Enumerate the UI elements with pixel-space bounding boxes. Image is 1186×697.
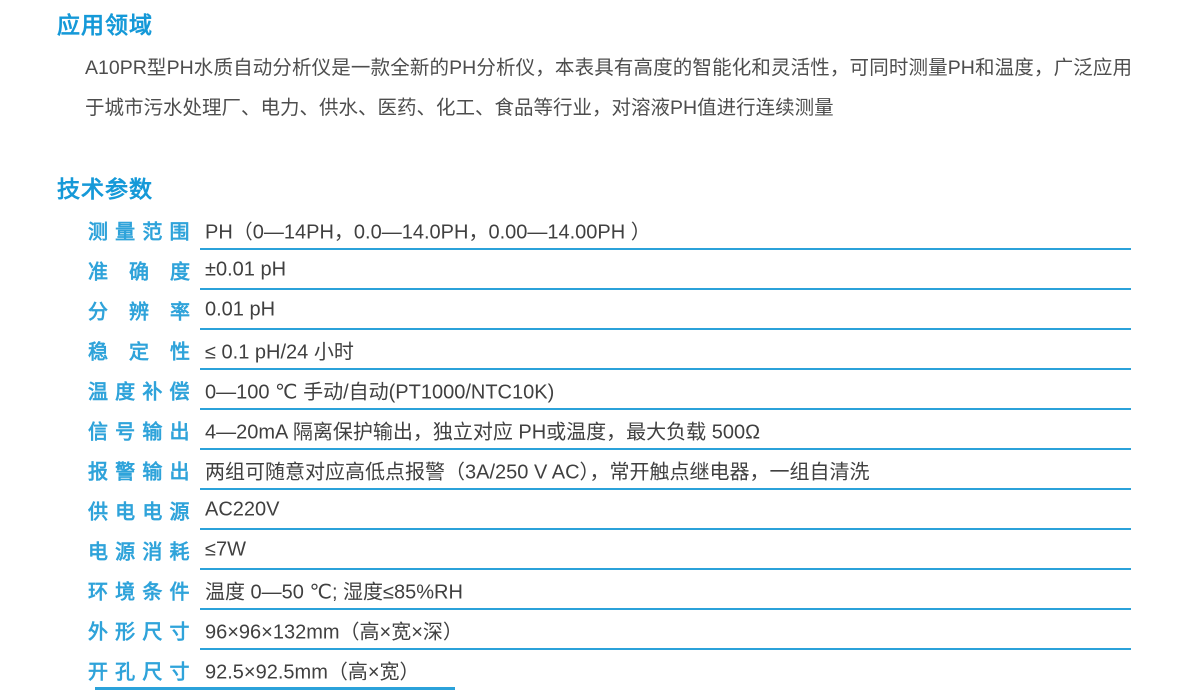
- spec-row-value: 温度 0—50 ℃; 湿度≤85%RH: [205, 581, 463, 604]
- spec-row-value: ≤ 0.1 pH/24 小时: [205, 341, 354, 364]
- spec-row-label: 稳定性: [88, 341, 190, 364]
- row-divider-line: [95, 687, 455, 690]
- section-title-technical-parameters: 技术参数: [57, 176, 153, 202]
- spec-row-value: ≤7W: [205, 538, 246, 561]
- spec-row-label: 温度补偿: [88, 381, 190, 404]
- spec-row-value: PH（0—14PH，0.0—14.0PH，0.00—14.00PH ）: [205, 221, 651, 244]
- row-divider-line: [200, 368, 1131, 370]
- spec-row-label: 分辨率: [88, 301, 190, 324]
- row-divider-line: [200, 288, 1131, 290]
- spec-table-row: 电源消耗 ≤7W: [0, 530, 1186, 570]
- spec-row-value: 两组可随意对应高低点报警（3A/250 V AC），常开触点继电器，一组自清洗: [205, 461, 870, 484]
- row-divider-line: [200, 408, 1131, 410]
- spec-row-value: AC220V: [205, 498, 280, 521]
- spec-row-label: 外形尺寸: [88, 621, 190, 644]
- row-divider-line: [200, 648, 1131, 650]
- spec-table: 测量范围 PH（0—14PH，0.0—14.0PH，0.00—14.00PH ）…: [0, 210, 1186, 690]
- spec-row-value: 0.01 pH: [205, 298, 276, 321]
- spec-row-label: 准确度: [88, 261, 190, 284]
- spec-row-label: 报警输出: [88, 461, 190, 484]
- spec-table-row: 外形尺寸 96×96×132mm（高×宽×深）: [0, 610, 1186, 650]
- spec-table-row: 供电电源 AC220V: [0, 490, 1186, 530]
- spec-row-value: 4—20mA 隔离保护输出，独立对应 PH或温度，最大负载 500Ω: [205, 421, 761, 444]
- spec-table-row: 环境条件 温度 0—50 ℃; 湿度≤85%RH: [0, 570, 1186, 610]
- spec-table-row: 信号输出 4—20mA 隔离保护输出，独立对应 PH或温度，最大负载 500Ω: [0, 410, 1186, 450]
- spec-table-row: 测量范围 PH（0—14PH，0.0—14.0PH，0.00—14.00PH ）: [0, 210, 1186, 250]
- spec-table-row: 开孔尺寸 92.5×92.5mm（高×宽）: [0, 650, 1186, 690]
- row-divider-line: [200, 528, 1131, 530]
- row-divider-line: [200, 488, 1131, 490]
- row-divider-line: [200, 248, 1131, 250]
- spec-row-label: 开孔尺寸: [88, 661, 190, 684]
- spec-table-row: 分辨率 0.01 pH: [0, 290, 1186, 330]
- spec-row-label: 测量范围: [88, 221, 190, 244]
- row-divider-line: [200, 568, 1131, 570]
- spec-table-row: 稳定性 ≤ 0.1 pH/24 小时: [0, 330, 1186, 370]
- spec-table-row: 报警输出 两组可随意对应高低点报警（3A/250 V AC），常开触点继电器，一…: [0, 450, 1186, 490]
- spec-row-value: 96×96×132mm（高×宽×深）: [205, 621, 463, 644]
- row-divider-line: [200, 328, 1131, 330]
- spec-row-value: 92.5×92.5mm（高×宽）: [205, 661, 420, 684]
- spec-row-value: ±0.01 pH: [205, 258, 287, 281]
- spec-table-row: 准确度 ±0.01 pH: [0, 250, 1186, 290]
- section-title-application: 应用领域: [57, 12, 153, 38]
- spec-row-label: 电源消耗: [88, 541, 190, 564]
- row-divider-line: [200, 608, 1131, 610]
- spec-row-label: 供电电源: [88, 501, 190, 524]
- spec-row-value: 0—100 ℃ 手动/自动(PT1000/NTC10K): [205, 381, 555, 404]
- spec-row-label: 信号输出: [88, 421, 190, 444]
- spec-row-label: 环境条件: [88, 581, 190, 604]
- row-divider-line: [200, 448, 1131, 450]
- spec-table-row: 温度补偿 0—100 ℃ 手动/自动(PT1000/NTC10K): [0, 370, 1186, 410]
- application-paragraph: A10PR型PH水质自动分析仪是一款全新的PH分析仪，本表具有高度的智能化和灵活…: [85, 57, 1132, 119]
